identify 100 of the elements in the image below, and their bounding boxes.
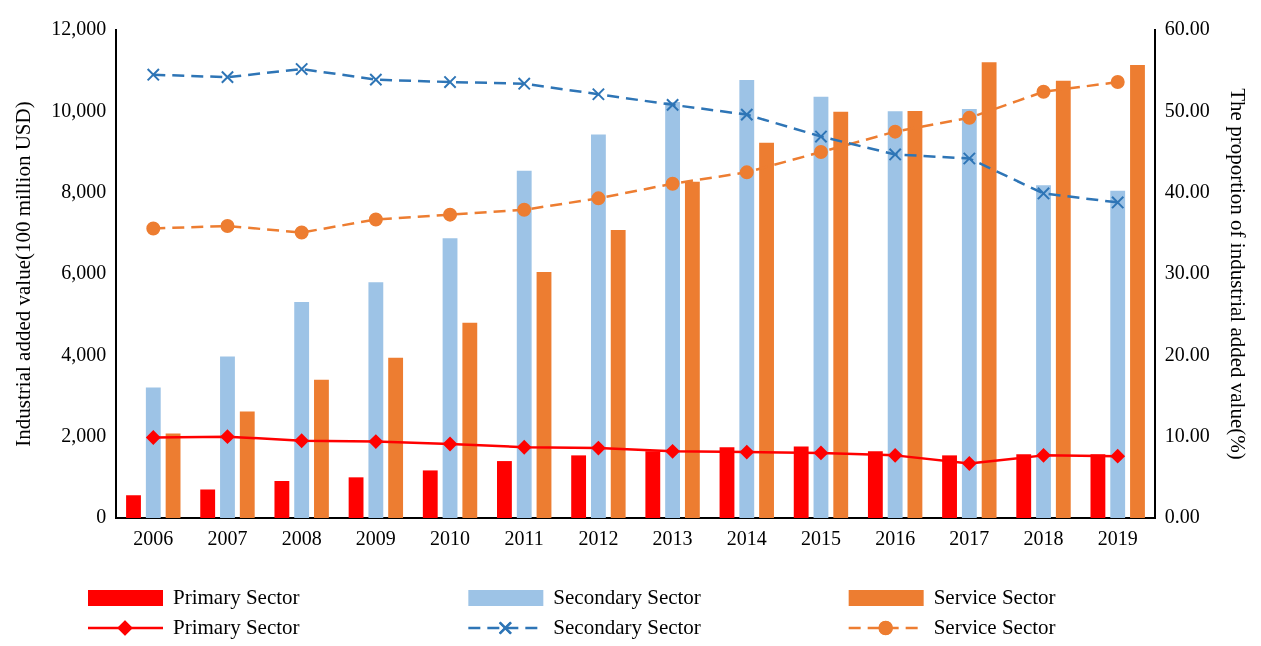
y-tick-label: 2,000: [61, 423, 107, 446]
bar: [314, 379, 329, 518]
y2-tick-label: 40.00: [1164, 179, 1210, 202]
point: [368, 212, 383, 227]
bar: [497, 461, 512, 518]
point: [591, 441, 606, 456]
point: [962, 151, 976, 166]
point: [1110, 75, 1125, 90]
y2-tick-label: 30.00: [1164, 261, 1210, 284]
bar: [1130, 64, 1145, 518]
point: [665, 444, 680, 459]
point: [443, 75, 457, 89]
legend-label: Primary Sector: [173, 584, 300, 609]
bar: [536, 271, 552, 518]
x-tick-label: 2012: [578, 527, 619, 550]
y2-tick-label: 0.00: [1164, 505, 1200, 528]
point: [146, 68, 160, 82]
x-tick-label: 2007: [207, 527, 248, 550]
bar: [1110, 190, 1126, 518]
bar: [571, 455, 587, 518]
point: [517, 202, 532, 217]
bar: [610, 230, 626, 518]
bar: [220, 356, 235, 518]
bar: [961, 108, 977, 518]
point: [220, 429, 235, 444]
y-tick-label: 8,000: [61, 179, 107, 202]
x-tick-label: 2014: [726, 527, 767, 550]
y-tick-label: 12,000: [51, 17, 107, 40]
bar: [516, 170, 532, 518]
bar: [348, 477, 364, 518]
y-tick-label: 6,000: [61, 261, 107, 284]
x-tick-label: 2011: [504, 527, 544, 550]
y2-axis-title: The proportion of industrial added value(%): [1225, 88, 1250, 460]
point: [665, 98, 680, 112]
point: [294, 225, 309, 240]
legend-label: Secondary Sector: [553, 584, 701, 609]
point: [1036, 186, 1051, 201]
bar: [739, 80, 755, 518]
point: [294, 433, 309, 448]
x-tick-label: 2015: [800, 527, 841, 550]
bar: [274, 480, 290, 518]
x-tick-label: 2018: [1023, 527, 1064, 550]
x-tick-label: 2010: [430, 527, 471, 550]
legend-label: Service Sector: [933, 584, 1056, 609]
point: [146, 221, 161, 236]
y2-tick-label: 60.00: [1164, 17, 1210, 40]
bar: [442, 238, 458, 518]
point: [814, 129, 828, 144]
bar: [665, 101, 681, 518]
bar: [388, 357, 404, 518]
bar: [422, 470, 438, 518]
bar: [368, 282, 384, 518]
x-tick-label: 2017: [949, 527, 990, 550]
point: [665, 176, 680, 191]
point: [1036, 84, 1051, 99]
x-tick-label: 2016: [875, 527, 916, 550]
bar: [239, 411, 255, 518]
x-tick-label: 2013: [652, 527, 693, 550]
point: [517, 77, 531, 91]
point: [739, 165, 754, 180]
point: [220, 219, 235, 234]
point: [739, 445, 754, 460]
point: [591, 191, 606, 206]
bar: [145, 387, 161, 518]
point: [591, 87, 606, 101]
legend-label: Service Sector: [933, 614, 1056, 639]
point: [962, 110, 977, 125]
x-tick-label: 2009: [355, 527, 396, 550]
y2-tick-label: 20.00: [1164, 342, 1210, 365]
x-tick-label: 2006: [133, 527, 174, 550]
bar: [200, 489, 216, 518]
bar: [813, 96, 829, 518]
y-tick-label: 4,000: [61, 342, 107, 365]
bar: [462, 322, 478, 518]
point: [813, 445, 828, 460]
point: [813, 145, 828, 159]
x-tick-label: 2019: [1097, 527, 1138, 550]
y-tick-label: 10,000: [51, 98, 107, 121]
point: [146, 430, 161, 445]
point: [369, 72, 383, 87]
y-tick-label: 0: [96, 505, 107, 528]
point: [443, 207, 458, 222]
legend-label: Secondary Sector: [553, 614, 701, 639]
bar: [126, 495, 141, 518]
x-tick-label: 2008: [281, 527, 322, 550]
legend-label: Primary Sector: [173, 614, 300, 639]
point: [888, 448, 903, 463]
bar: [1036, 185, 1051, 518]
point: [888, 124, 903, 139]
point: [220, 70, 235, 84]
point: [962, 456, 977, 471]
y2-tick-label: 50.00: [1164, 98, 1210, 121]
bar: [590, 134, 606, 518]
point: [1110, 449, 1125, 464]
point: [888, 147, 902, 162]
point: [443, 436, 458, 451]
point: [1111, 195, 1125, 210]
bar: [294, 302, 310, 518]
point: [740, 107, 754, 122]
y2-tick-label: 10.00: [1164, 423, 1210, 446]
